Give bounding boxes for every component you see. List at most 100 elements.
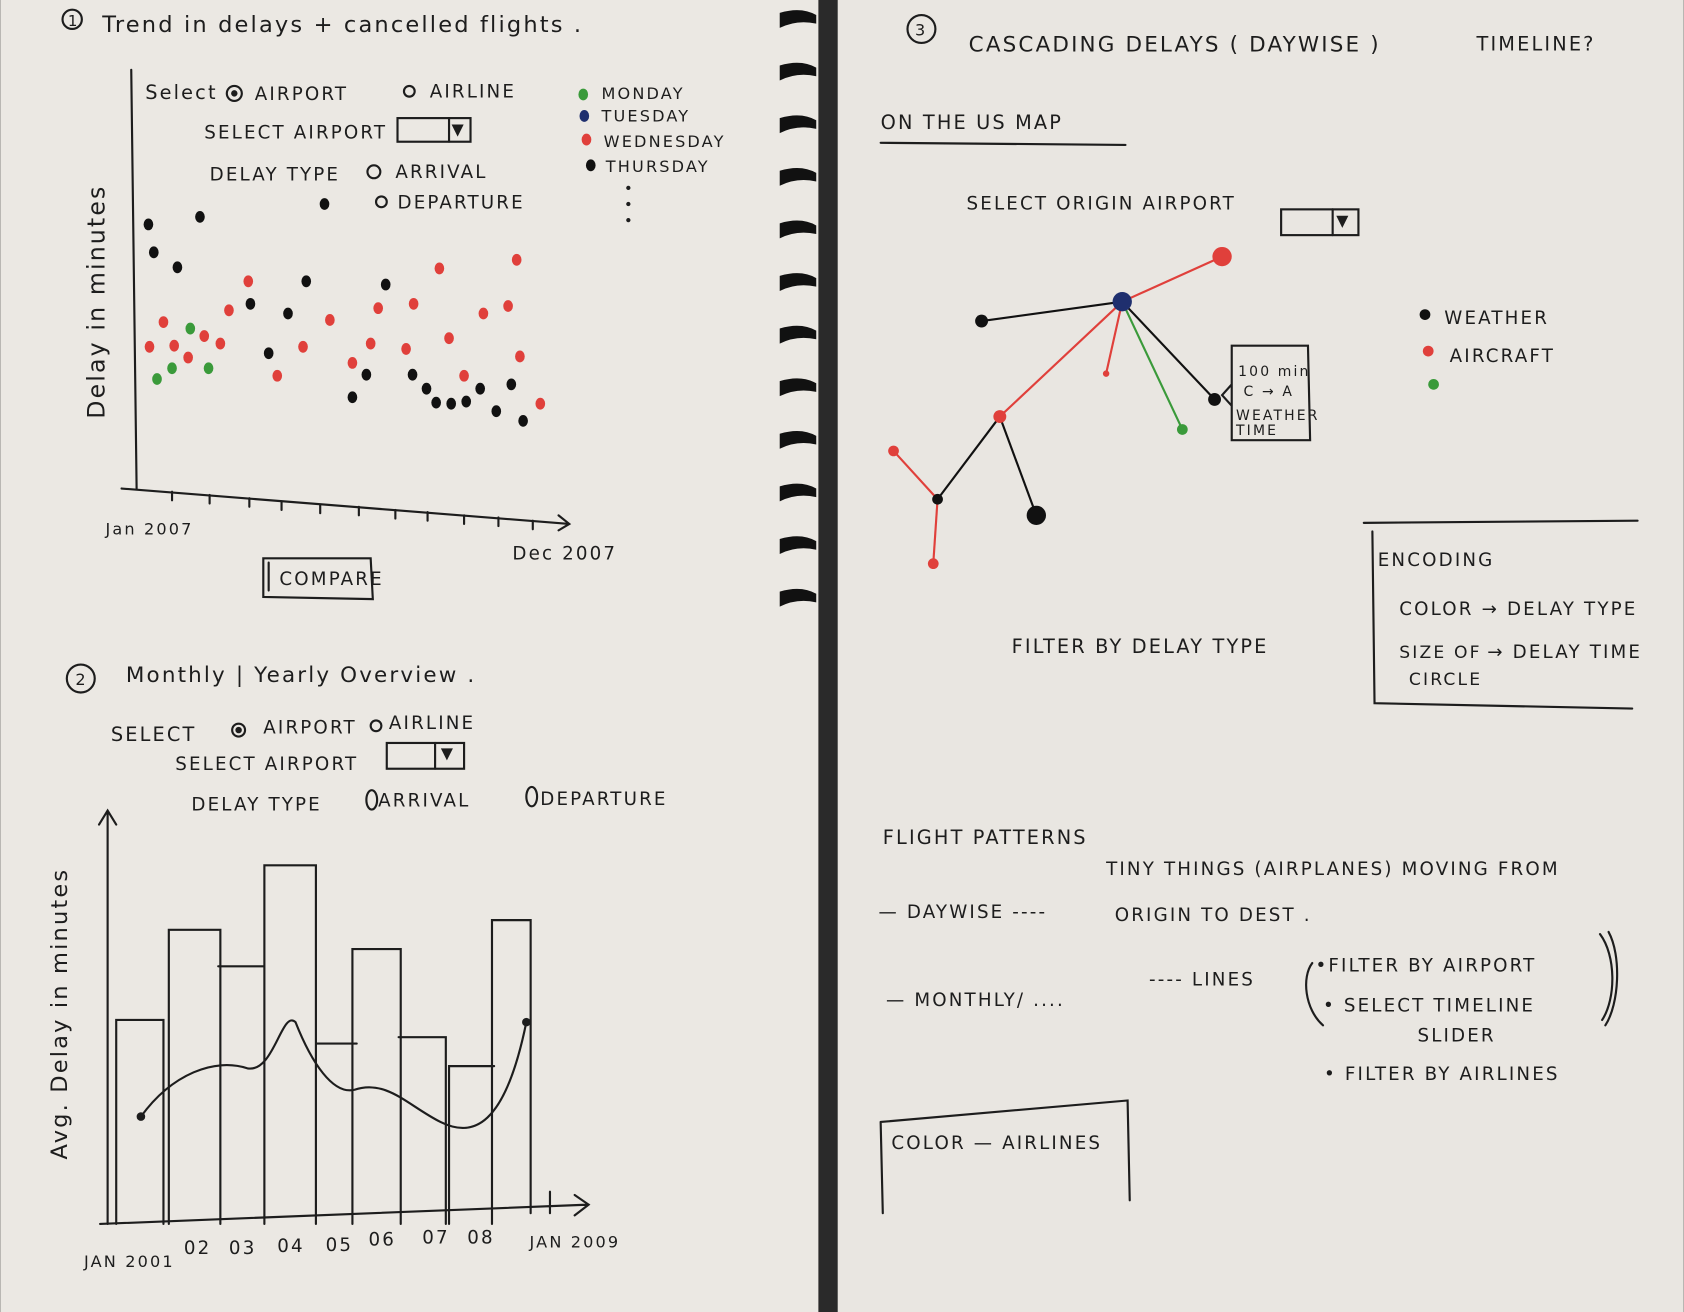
sketch-dot: [243, 275, 254, 288]
sketch-dot: [172, 261, 183, 274]
sketch-dot: [199, 330, 210, 342]
sketch-label: 05: [326, 1235, 354, 1256]
sketch-dot: [158, 316, 169, 328]
sketch-dot: [535, 397, 546, 410]
section-3-shapes: [879, 13, 1639, 1215]
sketch-label: → DELAY TIME: [1487, 642, 1642, 663]
network-edge: [1121, 255, 1223, 303]
network-node: [1176, 424, 1188, 435]
network-node: [1208, 392, 1221, 406]
sketch-dot: [434, 262, 445, 275]
sketch-dot: [143, 218, 154, 231]
sketch-dot: [301, 275, 312, 288]
network-node: [927, 558, 939, 570]
sketch-dot: [579, 110, 590, 122]
sketch-dot: [431, 396, 441, 409]
sketch-label: 06: [369, 1229, 397, 1250]
sketch-label: CASCADING DELAYS ( DAYWISE ): [969, 33, 1381, 58]
sketch-dot: [283, 307, 293, 320]
sketch-label: AIRLINE: [389, 713, 475, 734]
sketch-label: DEPARTURE: [398, 192, 525, 213]
sketch-label: TIMELINE?: [1476, 32, 1596, 55]
section-1-shapes: [61, 8, 631, 601]
network-edge: [999, 300, 1123, 418]
network-node: [1112, 292, 1132, 312]
sketch-dot: [446, 397, 457, 410]
network-edge: [1121, 300, 1216, 401]
sketch-label: •FILTER BY AIRPORT: [1315, 956, 1536, 977]
network-edge: [892, 450, 939, 500]
network-edge: [932, 499, 939, 564]
sketch-dot: [152, 373, 162, 385]
sketch-dot: [401, 343, 411, 355]
sketch-label: ARRIVAL: [395, 162, 487, 183]
sketch-dot: [361, 368, 372, 381]
sketch-label: Dec 2007: [512, 543, 617, 564]
sketch-dot: [578, 88, 589, 101]
sketch-dot: [144, 340, 155, 353]
sketch-dot: [325, 314, 335, 326]
ring: [779, 378, 817, 397]
sketch-label: AIRLINE: [430, 82, 516, 103]
sketch-label: Jan 2007: [104, 520, 193, 539]
network-node: [932, 493, 943, 505]
network-node: [1419, 309, 1431, 320]
sketch-label: AIRPORT: [255, 84, 348, 105]
sketch-label: FLIGHT PATTERNS: [883, 826, 1088, 849]
sketch-dot: [511, 253, 522, 266]
sketch-label: WEATHER: [1444, 308, 1549, 329]
ring: [779, 483, 817, 502]
sketch-dot: [407, 368, 418, 381]
sketch-dot: [195, 210, 205, 223]
binding: [779, 10, 817, 607]
sketch-label: WEATHER: [1236, 408, 1320, 424]
sketch-label: Avg. Delay in minutes: [47, 868, 73, 1160]
sketch-label: ---- LINES: [1149, 970, 1255, 991]
sketch-dot: [408, 297, 419, 310]
sketch-label: SLIDER: [1417, 1025, 1495, 1046]
sketch-label: 02: [184, 1238, 212, 1259]
network-node: [888, 445, 899, 457]
sketch-label: COLOR → DELAY TYPE: [1399, 599, 1637, 620]
sketch-label: SELECT: [111, 723, 197, 746]
sketch-dot: [203, 362, 214, 375]
sketch-label: FILTER BY DELAY TYPE: [1012, 635, 1269, 658]
ring: [779, 167, 817, 186]
ring: [779, 325, 817, 344]
sketch-label: COMPARE: [279, 569, 383, 590]
sketch-label: 04: [277, 1236, 305, 1257]
ring: [779, 62, 817, 81]
sketch-label: Select: [145, 81, 217, 104]
sketch-label: DELAY TYPE: [191, 795, 321, 816]
section-2-shapes: [65, 663, 591, 1226]
network-node: [1026, 505, 1046, 526]
sketch-dot: [272, 369, 283, 382]
network-node: [1422, 345, 1434, 357]
ring: [779, 430, 817, 449]
ring: [779, 273, 817, 291]
sketch-label: ON THE US MAP: [881, 111, 1063, 134]
ring: [779, 10, 817, 28]
network-node: [993, 410, 1007, 424]
sketch-dot: [167, 362, 177, 375]
sketch-label: JAN 2009: [529, 1233, 621, 1252]
sketch-label: TINY THINGS (AIRPLANES) MOVING FROM: [1105, 859, 1560, 880]
sketch-label: C → A: [1244, 384, 1295, 400]
sketch-dot: [506, 378, 517, 391]
sketch-label: 08: [467, 1227, 495, 1248]
sketch-label: — DAYWISE ----: [879, 902, 1048, 923]
sketch-label: SELECT AIRPORT: [175, 754, 358, 775]
sketch-dot: [518, 414, 528, 427]
sketch-label: 1: [68, 12, 80, 30]
sketch-label: TUESDAY: [601, 106, 691, 125]
sketch-label: ENCODING: [1378, 550, 1495, 571]
sketch-dot: [475, 382, 486, 395]
sketch-dot: [581, 133, 592, 146]
sketch-label: Delay in minutes: [82, 185, 110, 419]
network-edge: [998, 416, 1038, 516]
sketch-label: WEDNESDAY: [604, 132, 726, 151]
sketch-dot: [503, 300, 513, 312]
sketch-dot: [459, 369, 469, 382]
